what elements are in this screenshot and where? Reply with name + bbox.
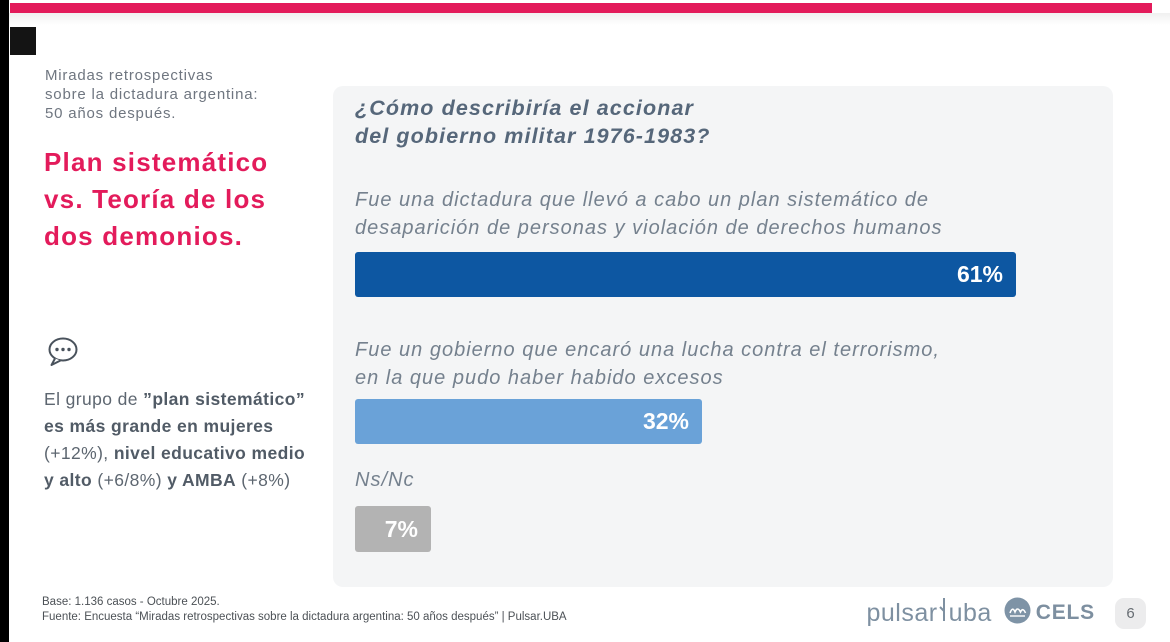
question-line: ¿Cómo describiría el accionar [355, 96, 694, 120]
kicker-line: 50 años después. [45, 105, 177, 122]
bar-label-line: desaparición de personas y violación de … [355, 217, 943, 239]
survey-kicker: Miradas retrospectivas sobre la dictadur… [45, 66, 258, 123]
cels-logo-text: CELS [1035, 601, 1095, 624]
left-edge-strip [0, 0, 9, 642]
speech-bubble-icon [46, 336, 80, 368]
title-line: vs. Teoría de los [44, 184, 267, 214]
bar-plan-sistematico: 61% [355, 252, 1016, 297]
bar-label-line: Fue una dictadura que llevó a cabo un pl… [355, 189, 930, 211]
page-number-badge: 6 [1115, 597, 1146, 629]
bar-label-dos-demonios: Fue un gobierno que encaró una lucha con… [355, 336, 940, 392]
pulsar-uba-separator-icon [938, 596, 948, 630]
fuente-line: Fuente: Encuesta “Miradas retrospectivas… [42, 611, 567, 623]
bar-label-nsnc: Ns/Nc [355, 466, 414, 494]
source-note: Base: 1.136 casos - Octubre 2025. Fuente… [42, 595, 567, 625]
cels-logo: CELS [1004, 597, 1095, 629]
pulsar-uba-logo: pulsar uba [866, 596, 991, 630]
bar-label-line: Fue un gobierno que encaró una lucha con… [355, 339, 940, 361]
pulsar-logo-text: pulsar [866, 598, 938, 627]
insight-note: El grupo de ”plan sistemático” es más gra… [44, 389, 306, 490]
top-shadow [0, 13, 1170, 25]
bar-nsnc: 7% [355, 506, 431, 552]
uba-logo-text: uba [948, 598, 992, 627]
corner-square [10, 27, 36, 55]
chart-question: ¿Cómo describiría el accionar del gobier… [355, 94, 711, 150]
title-line: Plan sistemático [44, 147, 269, 177]
bar-label-line: Ns/Nc [355, 469, 415, 491]
question-line: del gobierno militar 1976-1983? [355, 124, 711, 148]
bar-value: 32% [642, 408, 689, 434]
bar-label-plan-sistematico: Fue una dictadura que llevó a cabo un pl… [355, 186, 942, 242]
slide-title: Plan sistemático vs. Teoría de los dos d… [44, 144, 268, 255]
base-line: Base: 1.136 casos - Octubre 2025. [42, 596, 220, 608]
page-number: 6 [1126, 604, 1135, 622]
kicker-line: sobre la dictadura argentina: [45, 86, 259, 103]
cels-logo-icon [1004, 597, 1031, 629]
top-accent-bar [10, 3, 1152, 13]
title-line: dos demonios. [44, 221, 244, 251]
chart-panel: ¿Cómo describiría el accionar del gobier… [333, 86, 1113, 587]
kicker-line: Miradas retrospectivas [45, 67, 214, 84]
brand-area: pulsar uba CELS [866, 597, 1146, 629]
bar-value: 7% [384, 516, 418, 542]
bar-value: 61% [956, 261, 1003, 287]
bar-label-line: en la que pudo haber habido excesos [355, 367, 724, 389]
bar-dos-demonios: 32% [355, 399, 702, 444]
